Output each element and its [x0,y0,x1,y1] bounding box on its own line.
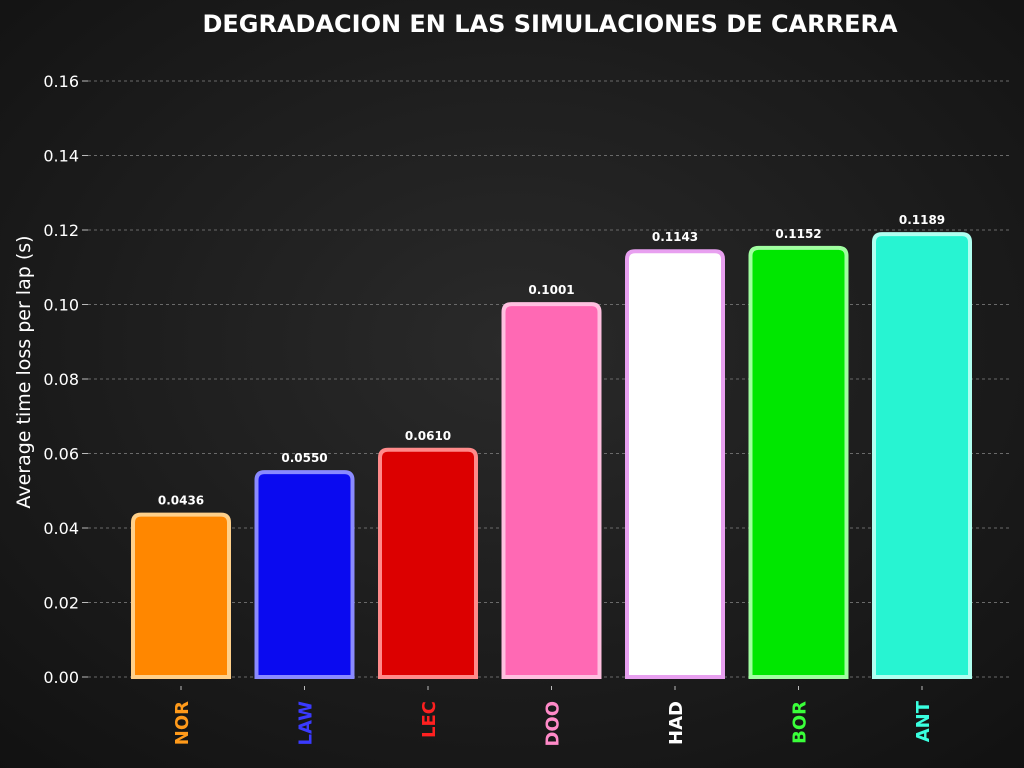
y-tick-label: 0.00 [43,668,79,687]
y-tick-label: 0.10 [43,296,79,315]
y-axis: 0.00 0.02 0.04 0.06 0.08 0.10 0.12 0.14 0.16 [43,72,88,687]
bar-lec [378,447,478,679]
bar-bor [748,245,849,679]
data-label: 0.0550 [281,451,327,465]
data-label: 0.1189 [899,213,945,227]
y-tick-label: 0.02 [43,594,79,613]
x-tick-label: LAW [296,701,317,746]
bar-ant [872,232,972,679]
data-label: 0.1143 [652,230,698,244]
y-tick-label: 0.14 [43,147,79,166]
x-axis: NOR LAW LEC DOO HAD BOR ANT [172,686,934,747]
y-tick-label: 0.06 [43,445,79,464]
data-labels: 0.0436 0.0550 0.0610 0.1001 0.1143 0.1152 0.11… [158,213,945,507]
data-label: 0.0610 [405,429,451,443]
x-tick-label: NOR [172,701,193,745]
x-tick-label: HAD [666,701,687,745]
x-tick-label: BOR [790,701,811,744]
x-tick-label: LEC [419,701,440,738]
bar-law [254,470,355,679]
bar-had [625,249,725,679]
bar-nor [131,512,231,679]
data-label: 0.0436 [158,494,204,508]
chart-title: DEGRADACION EN LAS SIMULACIONES DE CARRE… [202,10,898,38]
y-tick-label: 0.04 [43,519,79,538]
data-label: 0.1152 [775,227,821,241]
y-tick-label: 0.08 [43,370,79,389]
y-axis-label: Average time loss per lap (s) [13,235,35,508]
data-label: 0.1001 [528,283,574,297]
bars [131,232,972,679]
x-tick-label: ANT [913,700,934,742]
x-tick-label: DOO [543,701,564,747]
y-tick-label: 0.12 [43,221,79,240]
y-tick-label: 0.16 [43,72,79,91]
bar-doo [501,302,602,679]
